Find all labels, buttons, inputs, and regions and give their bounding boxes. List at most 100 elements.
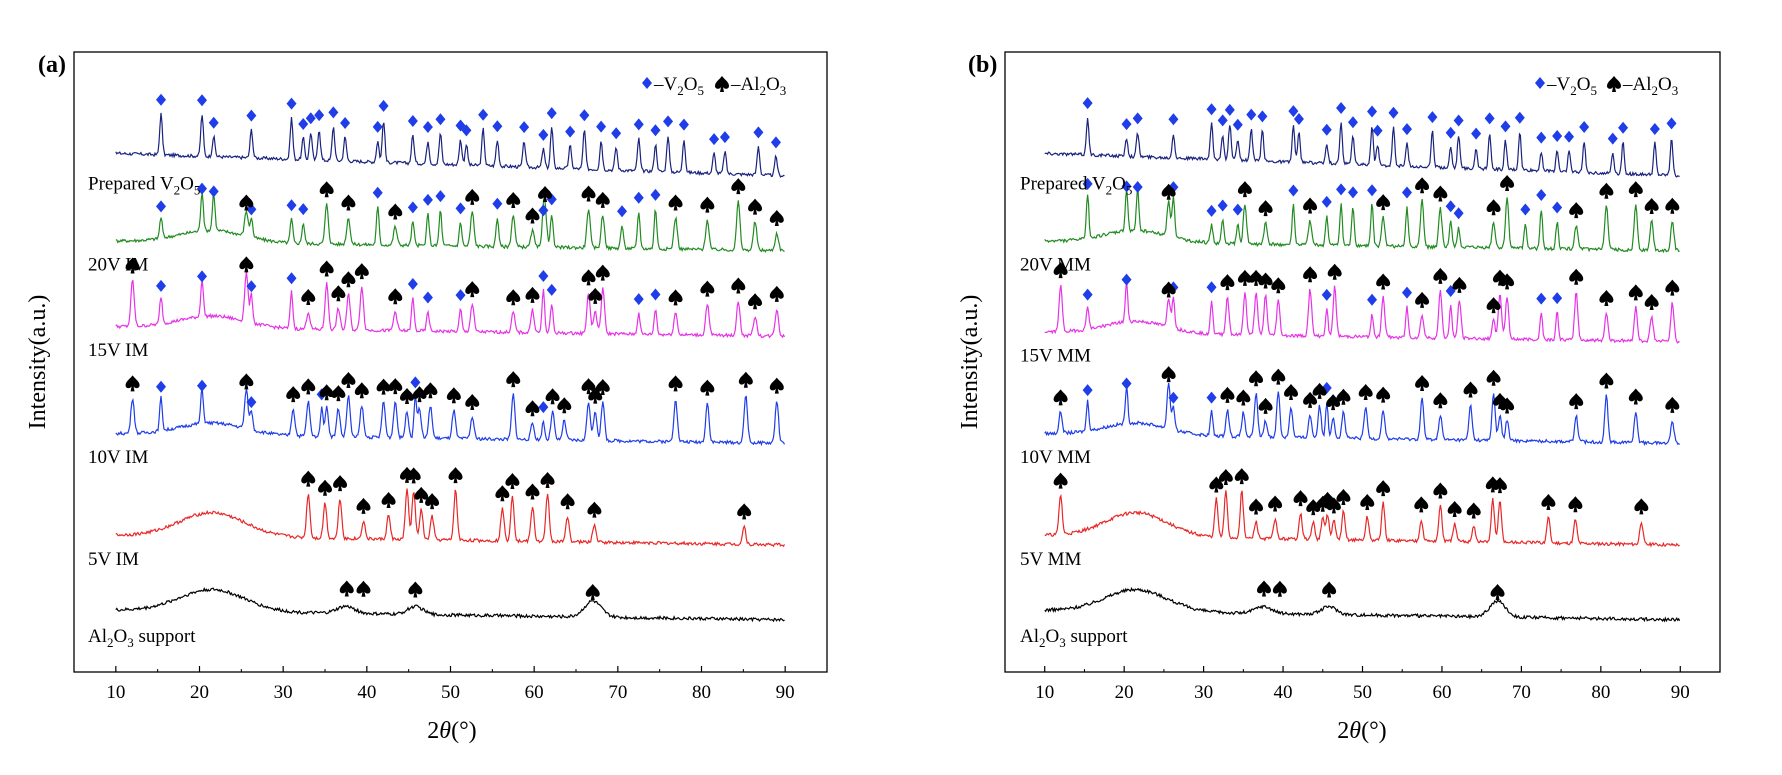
al2o3-marker-20v-mm-8 [1500,175,1515,192]
v2o5-marker-prepared-v2o5-7 [314,109,325,122]
panel-a-xticks: 10 20 30 40 50 60 70 80 90 [106,666,795,703]
panel-a-curves [115,112,786,623]
curve-label-part-post: support [1066,626,1128,647]
al2o3-marker-20v-mm-5 [1415,177,1430,194]
v2o5-marker-prepared-v2o5-26 [1536,131,1547,144]
v2o5-marker-10v-mm-3 [1206,391,1217,404]
curve-prepared-v2o5 [115,112,785,178]
al2o3-marker-5v-mm-11 [1336,488,1351,505]
v2o5-marker-prepared-v2o5-5 [1217,114,1228,127]
panel-a-legend: –V2O5 –Al2O3 [642,74,786,98]
v2o5-marker-prepared-v2o5-12 [407,114,418,127]
v2o5-marker-prepared-v2o5-1 [1121,118,1132,131]
al2o3-marker-10v-im-17 [545,388,560,405]
v2o5-marker-10v-im-2 [246,396,257,409]
al2o3-marker-15v-mm-0 [1053,262,1068,279]
v2o5-marker-prepared-v2o5-24 [1500,120,1511,133]
v2o5-marker-15v-im-9 [633,293,644,306]
al2o3-marker-10v-im-4 [319,384,334,401]
v2o5-marker-prepared-v2o5-28 [663,115,674,128]
curve-label-part-pre: 20V MM [1020,255,1091,276]
al2o3-marker-5v-mm-12 [1360,493,1375,510]
v2o5-marker-10v-mm-0 [1082,384,1093,397]
v2o5-marker-15v-mm-6 [1401,286,1412,299]
v2o5-marker-prepared-v2o5-6 [1224,103,1235,116]
al2o3-marker-5v-im-16 [737,503,752,520]
al2o3-marker-5v-im-2 [333,475,348,492]
curve-20v-im [115,192,785,253]
v2o5-marker-15v-mm-1 [1121,273,1132,286]
v2o5-marker-15v-mm-8 [1536,292,1547,305]
al2o3-marker-al2o3-support-0 [339,580,354,597]
al2o3-marker-10v-im-12 [423,382,438,399]
v2o5-marker-prepared-v2o5-22 [1471,127,1482,140]
al2o3-marker-15v-im-13 [595,264,610,281]
al2o3-marker-20v-mm-7 [1486,199,1501,216]
panel-b-frame [1004,51,1721,673]
v2o5-marker-prepared-v2o5-11 [378,99,389,112]
curve-label-10v-im: 10V IM [88,447,148,468]
legend-a-v2o5-sub2: 5 [697,83,704,98]
al2o3-marker-10v-mm-1 [1161,366,1176,383]
al2o3-marker-10v-mm-21 [1599,372,1614,389]
al2o3-marker-20v-im-1 [319,181,334,198]
al2o3-marker-10v-mm-14 [1415,375,1430,392]
al2o3-marker-20v-im-2 [341,194,356,211]
legend-b-al2o3-sub1: 2 [1652,83,1659,98]
al2o3-marker-15v-im-10 [525,286,540,303]
v2o5-marker-prepared-v2o5-32 [753,126,764,139]
al2o3-marker-10v-im-7 [354,382,369,399]
v2o5-marker-20v-im-7 [407,201,418,214]
v2o5-marker-prepared-v2o5-26 [633,118,644,131]
v2o5-marker-20v-im-11 [492,197,503,210]
panel-b-xticks: 10 20 30 40 50 60 70 80 90 [1035,666,1690,703]
v2o5-marker-prepared-v2o5-10 [1288,105,1299,118]
v2o5-marker-prepared-v2o5-11 [1293,113,1304,126]
al2o3-marker-15v-im-0 [125,257,140,274]
al2o3-marker-15v-mm-11 [1433,267,1448,284]
panel-a-legend-v2o5-icon [642,77,652,89]
v2o5-marker-20v-im-15 [633,191,644,204]
al2o3-marker-15v-im-14 [668,289,683,306]
v2o5-marker-prepared-v2o5-19 [1427,111,1438,124]
al2o3-marker-5v-mm-4 [1249,498,1264,515]
al2o3-marker-5v-mm-19 [1492,477,1507,494]
legend-a-al2o3-sub2: 3 [780,83,787,98]
legend-a-al2o3-mid: O [766,74,780,95]
al2o3-marker-10v-im-21 [595,379,610,396]
v2o5-marker-prepared-v2o5-4 [286,97,297,110]
al2o3-marker-al2o3-support-2 [1322,581,1337,598]
panel-a-xlabel: 2θ(°) [427,718,476,744]
v2o5-marker-prepared-v2o5-0 [1082,97,1093,110]
legend-b-al2o3-mid: O [1658,74,1672,95]
curve-label-5v-im: 5V IM [88,549,139,570]
al2o3-marker-15v-mm-20 [1665,279,1680,296]
v2o5-marker-prepared-v2o5-21 [546,107,557,120]
panel-b-ylabel: Intensity(a.u.) [957,295,983,430]
v2o5-marker-15v-im-5 [422,291,433,304]
panel-b: (b) Intensity(a.u.) 2θ(°) –V2O5 –Al2O3 1… [957,51,1721,744]
al2o3-marker-20v-im-9 [595,191,610,208]
al2o3-marker-5v-im-12 [525,483,540,500]
al2o3-marker-20v-im-0 [239,194,254,211]
v2o5-marker-20v-im-10 [455,202,466,215]
v2o5-marker-prepared-v2o5-3 [1168,113,1179,126]
v2o5-marker-20v-mm-14 [1453,207,1464,220]
curve-10v-mm [1044,382,1681,446]
al2o3-marker-5v-im-7 [414,486,429,503]
al2o3-marker-10v-im-22 [668,375,683,392]
al2o3-marker-15v-im-6 [354,263,369,280]
v2o5-marker-20v-mm-7 [1288,184,1299,197]
al2o3-marker-10v-mm-22 [1628,388,1643,405]
v2o5-marker-prepared-v2o5-6 [305,112,316,125]
al2o3-marker-15v-mm-19 [1644,294,1659,311]
al2o3-marker-10v-im-0 [125,375,140,392]
curve-al2o3-support [115,587,785,623]
al2o3-marker-20v-im-7 [538,186,553,203]
al2o3-marker-10v-im-10 [399,387,414,404]
curve-label-part-mid: O [180,174,194,195]
xtick-label-90: 90 [776,682,795,703]
v2o5-marker-prepared-v2o5-15 [1367,105,1378,118]
v2o5-marker-20v-im-9 [435,190,446,203]
v2o5-marker-prepared-v2o5-30 [1607,132,1618,145]
